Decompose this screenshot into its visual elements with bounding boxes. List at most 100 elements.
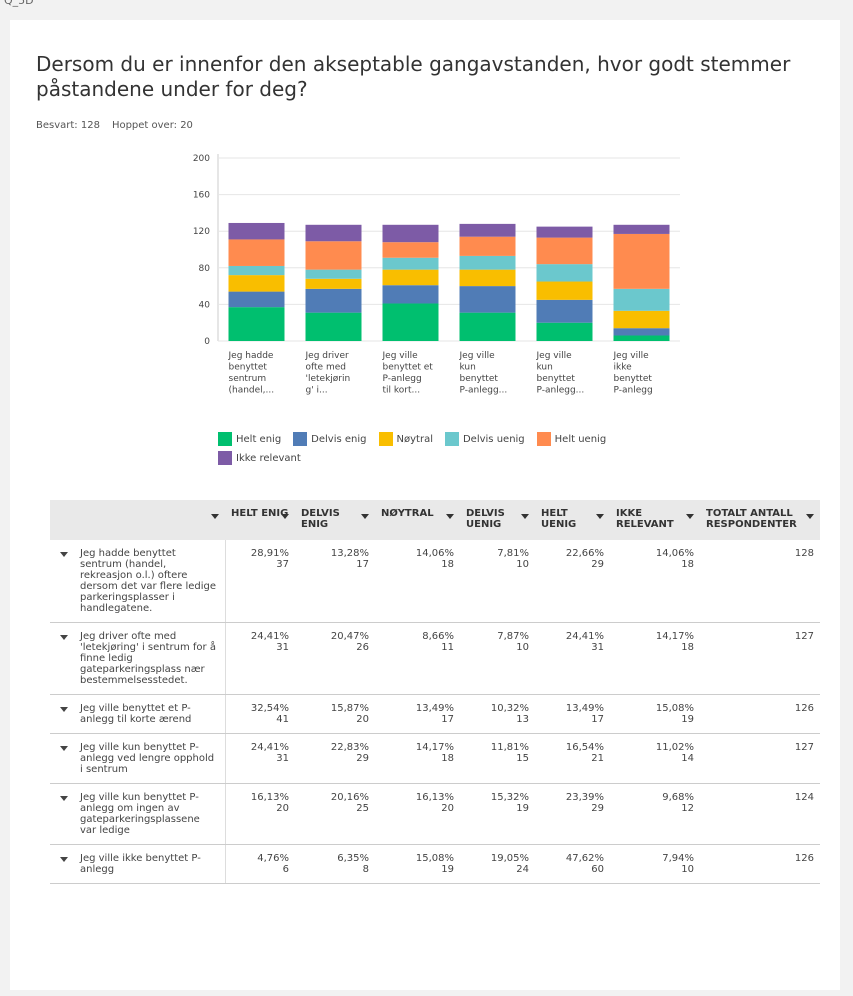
cell-percent: 8,66%	[422, 631, 454, 642]
sort-arrow	[361, 514, 369, 519]
bar-segment	[459, 286, 516, 313]
bar-segment	[305, 288, 362, 313]
legend-swatch	[293, 432, 308, 446]
cell-percent: 13,49%	[415, 703, 454, 714]
cell-percent: 32,54%	[250, 703, 289, 714]
cell-total: 126	[700, 844, 820, 884]
cell-count: 31	[591, 642, 604, 653]
bar-segment	[536, 322, 593, 341]
table-cell: 7,94% 10	[610, 844, 700, 884]
legend-item: Delvis enig	[293, 432, 367, 446]
bar-segment	[613, 233, 670, 289]
cell-count: 60	[591, 864, 604, 875]
table-cell: 16,13% 20	[375, 783, 460, 845]
table-cell: 6,35% 8	[295, 844, 375, 884]
bar-segment	[459, 236, 516, 256]
table-cell: 24,41% 31	[225, 622, 295, 695]
bar-segment	[228, 222, 285, 240]
legend-item: Delvis uenig	[444, 432, 525, 446]
cell-percent: 20,47%	[330, 631, 369, 642]
cell-percent: 7,81%	[497, 548, 529, 559]
expand-arrow	[60, 552, 68, 557]
cell-percent: 15,08%	[415, 853, 454, 864]
bar-segment	[613, 224, 670, 234]
legend-label: Helt enig	[236, 433, 282, 445]
y-tick-label: 40	[199, 300, 211, 310]
x-tick-label: benyttet	[229, 363, 268, 373]
cell-count: 18	[441, 753, 454, 764]
bar-segment	[382, 242, 439, 258]
question-title: Dersom du er innenfor den akseptable gan…	[36, 52, 791, 101]
x-tick-label: kun	[537, 363, 553, 373]
cell-percent: 16,13%	[415, 792, 454, 803]
cell-count: 20	[441, 803, 454, 814]
table-cell: 24,41% 31	[535, 622, 610, 695]
cell-percent: 22,66%	[565, 548, 604, 559]
question-id: Q_5D	[4, 0, 34, 7]
bar-segment	[613, 288, 670, 311]
legend-swatch	[378, 432, 393, 446]
cell-percent: 11,02%	[655, 742, 694, 753]
y-tick-label: 200	[193, 154, 210, 164]
bar-segment	[228, 307, 285, 341]
cell-count: 10	[516, 559, 529, 570]
bar-segment	[536, 264, 593, 282]
x-tick-label: Jeg ville	[459, 351, 496, 361]
cell-percent: 11,81%	[490, 742, 529, 753]
header-cell: NØYTRAL	[375, 500, 460, 540]
bar-segment	[228, 265, 285, 276]
cell-count: 19	[441, 864, 454, 875]
cell-count: 26	[356, 642, 369, 653]
cell-percent: 28,91%	[250, 548, 289, 559]
row-label-text: Jeg ville benyttet et P-anlegg til korte…	[80, 703, 192, 725]
table-cell: 23,39% 29	[535, 783, 610, 845]
x-tick-label: P-anlegg	[614, 386, 653, 396]
header-cell: TOTALT ANTALL RESPONDENTER	[700, 500, 820, 540]
cell-percent: 14,06%	[655, 548, 694, 559]
table-cell: 11,81% 15	[460, 733, 535, 784]
expand-arrow	[60, 707, 68, 712]
table-cell: 14,17% 18	[375, 733, 460, 784]
x-tick-label: Jeg ville	[613, 351, 650, 361]
bar-segment	[459, 312, 516, 341]
row-label-text: Jeg driver ofte med 'letekjøring' i sent…	[80, 631, 216, 686]
cell-count: 19	[681, 714, 694, 725]
cell-percent: 7,87%	[497, 631, 529, 642]
bar-segment	[305, 278, 362, 289]
sort-arrow	[521, 514, 529, 519]
bar-segment	[459, 223, 516, 237]
bar-segment	[382, 257, 439, 270]
table-cell: 9,68% 12	[610, 783, 700, 845]
cell-percent: 14,17%	[655, 631, 694, 642]
cell-count: 18	[681, 642, 694, 653]
x-tick-label: Jeg hadde	[228, 351, 274, 361]
bar-segment	[459, 269, 516, 287]
cell-count: 29	[591, 559, 604, 570]
table-row: Jeg ville ikke benyttet P-anlegg 4,76% 6 6,…	[50, 844, 820, 884]
header-cell: DELVIS UENIG	[460, 500, 535, 540]
legend-swatch	[218, 432, 232, 446]
cell-percent: 24,41%	[250, 742, 289, 753]
cell-count: 17	[591, 714, 604, 725]
bar-segment	[613, 335, 670, 341]
x-tick-label: ikke	[614, 363, 633, 373]
bar-segment	[536, 237, 593, 265]
cell-total: 127	[700, 733, 820, 784]
x-tick-label: Jeg ville	[382, 351, 419, 361]
table-cell: 7,87% 10	[460, 622, 535, 695]
bar-segment	[536, 226, 593, 238]
table-row: Jeg ville kun benyttet P-anlegg ved leng…	[50, 733, 820, 784]
cell-count: 25	[356, 803, 369, 814]
cell-percent: 15,87%	[330, 703, 369, 714]
row-label: Jeg ville kun benyttet P-anlegg ved leng…	[50, 733, 226, 784]
skipped: Hoppet over: 20	[111, 120, 193, 131]
cell-percent: 16,13%	[250, 792, 289, 803]
cell-count: 24	[516, 864, 529, 875]
header-cell: HELT ENIG	[225, 500, 295, 540]
cell-percent: 47,62%	[565, 853, 604, 864]
y-tick-label: 160	[193, 191, 210, 201]
cell-percent: 9,68%	[662, 792, 694, 803]
cell-percent: 6,35%	[337, 853, 369, 864]
data-table: HELT ENIG DELVIS ENIG NØYTRAL DELVIS UENIG H…	[50, 500, 820, 884]
